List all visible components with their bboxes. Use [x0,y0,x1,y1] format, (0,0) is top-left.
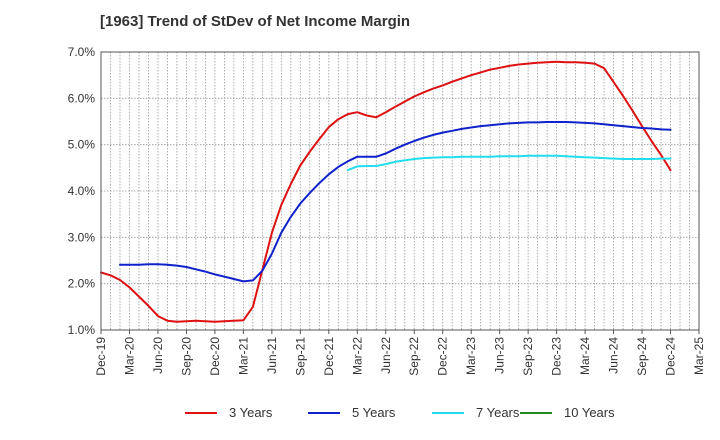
legend-swatch [308,411,340,414]
x-tick-label: Dec-24 [664,337,678,376]
series-line-5-years [119,121,672,283]
y-tick-label: 1.0% [68,323,96,337]
series-line-7-years [346,154,672,172]
y-tick-label: 6.0% [68,91,96,105]
x-tick-label: Dec-23 [550,337,564,376]
y-tick-label: 2.0% [68,277,96,291]
x-tick-label: Mar-21 [236,337,250,375]
y-tick-label: 5.0% [68,138,96,152]
x-tick-label: Mar-24 [578,337,592,375]
legend-label: 3 Years [229,405,273,420]
legend-label: 10 Years [564,405,615,420]
x-tick-label: Sep-24 [635,337,649,376]
y-tick-label: 7.0% [68,45,96,59]
legend-swatch [520,411,552,414]
x-tick-label: Jun-20 [151,337,165,374]
y-tick-label: 4.0% [68,184,96,198]
grid-lines [101,52,699,330]
chart-title: [1963] Trend of StDev of Net Income Marg… [100,13,411,30]
x-tick-label: Sep-21 [293,337,307,376]
legend-label: 7 Years [476,405,520,420]
chart-legend: 3 Years 5 Years 7 Years 10 Years [0,405,720,425]
x-tick-label: Jun-22 [379,337,393,374]
legend-swatch [185,411,217,414]
series-lines [100,60,672,323]
legend-label: 5 Years [352,405,396,420]
x-tick-label: Jun-21 [265,337,279,374]
x-tick-label: Mar-20 [122,337,136,375]
x-tick-label: Mar-25 [692,337,706,375]
x-tick-label: Dec-22 [436,337,450,376]
x-tick-labels: Dec-19 Mar-20 Jun-20 Sep-20 Dec-20 Mar-21 Jun-… [94,337,706,376]
legend-item-7-years: 7 Years [432,405,519,420]
legend-item-3-years: 3 Years [185,405,272,420]
x-tick-label: Mar-23 [464,337,478,375]
x-tick-label: Mar-22 [350,337,364,375]
plot-frame [100,51,700,331]
series-line-3-years [100,60,672,323]
x-tick-label: Jun-23 [493,337,507,374]
y-tick-labels: 1.0% 2.0% 3.0% 4.0% 5.0% 6.0% 7.0% [68,45,96,337]
x-tick-label: Sep-22 [407,337,421,376]
axes [100,51,700,334]
legend-swatch [432,411,464,414]
x-tick-label: Dec-21 [322,337,336,376]
x-tick-label: Sep-20 [179,337,193,376]
x-tick-label: Dec-19 [94,337,108,376]
legend-item-5-years: 5 Years [308,405,395,420]
x-tick-label: Sep-23 [521,337,535,376]
x-tick-label: Dec-20 [208,337,222,376]
y-tick-label: 3.0% [68,230,96,244]
x-tick-label: Jun-24 [607,337,621,374]
legend-item-10-years: 10 Years [520,405,615,420]
